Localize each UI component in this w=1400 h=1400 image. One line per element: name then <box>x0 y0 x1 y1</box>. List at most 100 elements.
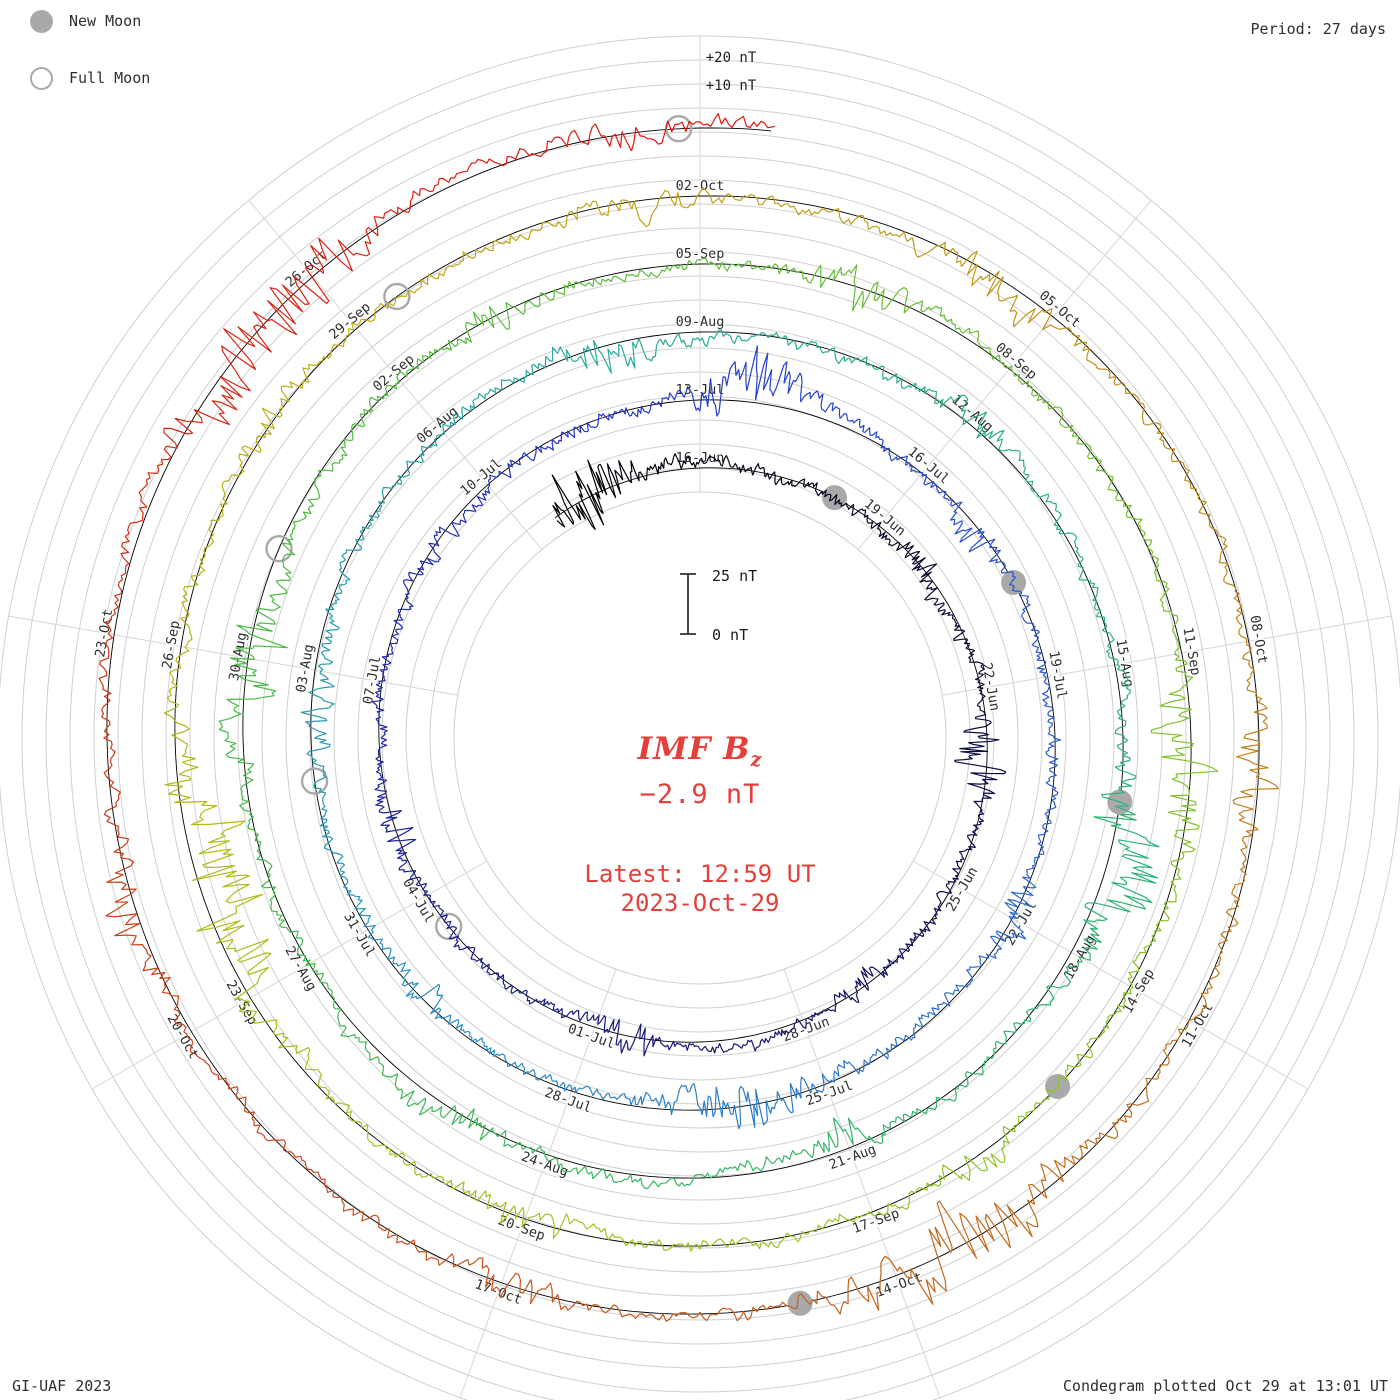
bz-trace-segment <box>359 347 445 419</box>
bz-trace-segment <box>660 361 744 417</box>
bz-trace-segment <box>371 645 394 720</box>
current-bz-value: −2.9 nT <box>639 779 761 810</box>
bz-trace-segment <box>1004 448 1062 530</box>
bz-trace-segment <box>926 1116 1020 1191</box>
new-moon-marker <box>787 1290 813 1316</box>
bz-trace-segment <box>731 462 793 487</box>
bz-trace-segment <box>269 511 312 611</box>
moon-markers <box>265 114 1133 1316</box>
bz-trace-segment <box>791 478 855 510</box>
bz-trace-segment <box>539 270 647 301</box>
scale-bar <box>680 573 696 635</box>
bz-trace-segment <box>798 1117 893 1159</box>
radial-spoke <box>912 860 1309 1090</box>
bz-trace-segment <box>981 999 1053 1076</box>
bz-trace-segment <box>820 402 891 452</box>
bz-trace-segment <box>761 195 885 235</box>
bz-trace-segment <box>319 804 349 891</box>
bz-trace-segment <box>416 514 467 576</box>
bz-trace-segment <box>163 706 218 826</box>
bz-trace-segment <box>771 125 776 128</box>
bz-trace-segment <box>151 971 230 1090</box>
chart-title: IMF Bz <box>638 731 763 771</box>
date-label: 09-Aug <box>676 314 725 330</box>
bz-trace-segment <box>654 329 747 357</box>
bz-trace-segment <box>930 953 997 1016</box>
date-label: 06-Aug <box>414 403 462 447</box>
bz-trace-segment <box>285 1044 369 1134</box>
bz-trace-segment <box>595 1168 701 1190</box>
bz-trace-segment <box>375 793 417 868</box>
bz-trace-segment <box>1048 406 1119 499</box>
scale-bar-bottom-label: 0 nT <box>712 626 748 644</box>
bz-trace-segment <box>586 401 662 432</box>
legend-new-moon: New Moon <box>30 9 150 33</box>
bz-trace-segment <box>253 229 372 336</box>
bz-trace-segment <box>532 1069 616 1100</box>
bz-trace-segment <box>949 499 1004 564</box>
bz-trace-segment <box>120 428 178 567</box>
chart-title-main: IMF B <box>637 731 751 767</box>
bz-trace-segment <box>1017 1035 1101 1119</box>
new-moon-icon <box>30 9 53 33</box>
bz-trace-segment <box>754 263 864 312</box>
bz-trace-segment <box>238 367 310 474</box>
bz-trace-segment <box>699 1290 835 1322</box>
bz-trace-segment <box>630 113 772 152</box>
bz-trace-segment <box>247 816 283 921</box>
bz-trace-segment <box>996 276 1096 366</box>
bz-trace-segment <box>444 297 541 351</box>
bz-trace-segment <box>626 1023 701 1057</box>
bz-trace-segment <box>335 1007 403 1093</box>
bz-trace-segment <box>1223 580 1265 706</box>
radial-spoke <box>248 199 543 550</box>
date-label: 11-Sep <box>1179 626 1203 677</box>
plotted-note: Condegram plotted Oct 29 at 13:01 UT <box>1062 1377 1388 1395</box>
bz-trace-segment <box>888 449 953 501</box>
bz-trace-segment <box>305 714 331 805</box>
date-label: 19-Jul <box>1045 649 1069 700</box>
radial-spoke <box>857 199 1152 550</box>
bz-trace-segment <box>551 459 608 530</box>
bz-trace-segment <box>1159 599 1194 710</box>
date-label: 01-Jul <box>566 1021 617 1053</box>
full-moon-icon <box>30 66 53 90</box>
bz-trace-segment <box>1095 364 1180 463</box>
bz-trace-segment <box>614 1083 701 1116</box>
bz-trace-segment <box>1232 704 1279 836</box>
bz-trace-segment <box>98 566 127 704</box>
bz-trace-segment <box>836 355 930 394</box>
full-moon-marker <box>300 767 329 795</box>
outer-scale-label-plus10: +10 nT <box>705 78 757 94</box>
bz-trace-segment <box>398 867 452 925</box>
bz-trace-segment <box>456 1023 534 1076</box>
bz-trace-segment <box>699 1085 789 1130</box>
date-label: 08-Oct <box>1246 614 1270 665</box>
credit-text: GI-UAF 2023 <box>12 1377 112 1395</box>
bz-trace-segment <box>933 850 965 915</box>
bz-trace-segment <box>1085 813 1160 913</box>
period-label: Period: 27 days <box>1250 20 1386 38</box>
bz-trace-segment <box>518 424 589 466</box>
bz-trace-segment <box>406 398 478 464</box>
bz-trace-segment <box>902 541 939 602</box>
bz-trace-segment <box>787 1059 865 1114</box>
bz-trace-segment <box>1022 799 1057 879</box>
bz-trace-segment <box>884 230 1004 297</box>
bz-trace-segment <box>446 923 500 981</box>
bz-trace-segment <box>226 607 288 711</box>
bz-trace-segment <box>191 820 264 944</box>
full-moon-label: Full Moon <box>69 69 151 87</box>
new-moon-marker <box>1045 1074 1071 1099</box>
bz-trace <box>98 113 1279 1322</box>
full-moon-marker <box>435 912 463 941</box>
bz-trace-segment <box>990 876 1037 959</box>
bz-trace-segment <box>390 571 417 646</box>
bz-trace-segment <box>1058 528 1105 618</box>
bz-trace-segment <box>365 158 490 237</box>
bz-trace-segment <box>583 1223 701 1252</box>
latest-time-line: Latest: 12:59 UT <box>584 860 816 888</box>
bz-trace-segment <box>325 538 363 630</box>
